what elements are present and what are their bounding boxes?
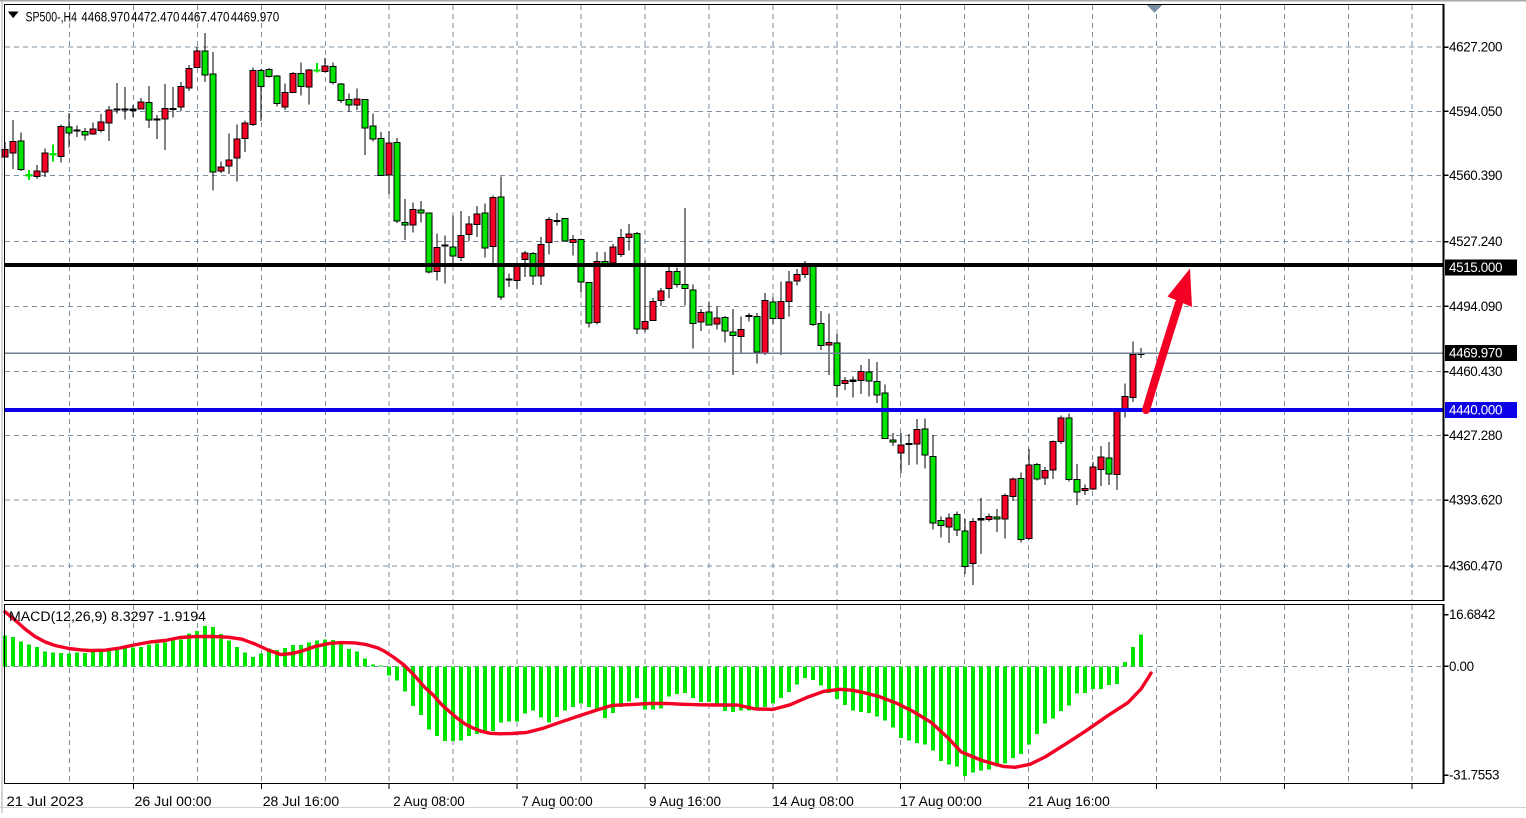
svg-text:4460.430: 4460.430	[1449, 364, 1502, 379]
svg-text:4469.970: 4469.970	[1449, 346, 1502, 361]
svg-text:4440.000: 4440.000	[1449, 403, 1502, 418]
svg-text:MACD(12,26,9) 8.3297 -1.9194: MACD(12,26,9) 8.3297 -1.9194	[9, 609, 206, 624]
svg-text:4527.240: 4527.240	[1449, 234, 1502, 249]
svg-text:4427.280: 4427.280	[1449, 428, 1502, 443]
svg-text:26 Jul 00:00: 26 Jul 00:00	[135, 794, 212, 809]
svg-text:-31.7553: -31.7553	[1449, 768, 1499, 783]
svg-text:16.6842: 16.6842	[1449, 607, 1495, 622]
svg-text:0.00: 0.00	[1449, 659, 1474, 674]
svg-text:4393.620: 4393.620	[1449, 493, 1502, 508]
svg-text:2 Aug 08:00: 2 Aug 08:00	[393, 794, 465, 809]
svg-text:7 Aug 00:00: 7 Aug 00:00	[521, 794, 593, 809]
svg-text:4360.470: 4360.470	[1449, 559, 1502, 574]
svg-text:4560.390: 4560.390	[1449, 168, 1502, 183]
svg-text:28 Jul 16:00: 28 Jul 16:00	[263, 794, 340, 809]
svg-text:17 Aug 00:00: 17 Aug 00:00	[900, 794, 982, 809]
svg-text:9 Aug 16:00: 9 Aug 16:00	[649, 794, 721, 809]
svg-text:21 Aug 16:00: 21 Aug 16:00	[1028, 794, 1110, 809]
svg-text:14 Aug 08:00: 14 Aug 08:00	[772, 794, 854, 809]
svg-text:4494.090: 4494.090	[1449, 299, 1502, 314]
svg-text:4627.200: 4627.200	[1449, 40, 1502, 55]
svg-text:4515.000: 4515.000	[1449, 260, 1502, 275]
svg-text:21 Jul 2023: 21 Jul 2023	[7, 794, 84, 809]
svg-text:4594.050: 4594.050	[1449, 104, 1502, 119]
